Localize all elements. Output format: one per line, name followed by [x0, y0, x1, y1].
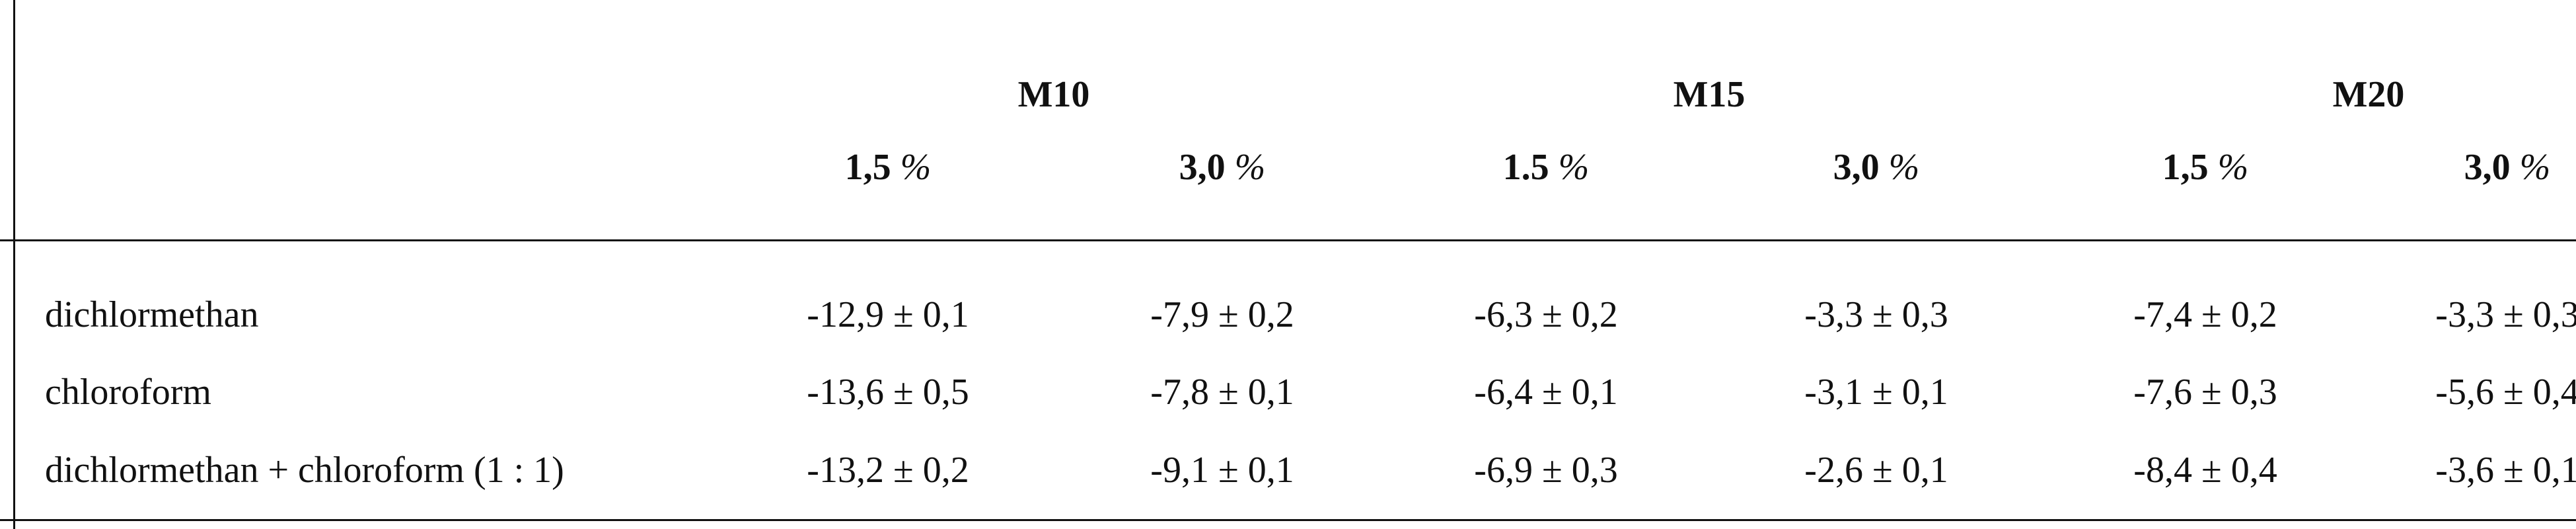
table-cell: -9,1 ± 0,1	[1150, 450, 1294, 491]
subheader-unit: %	[1888, 147, 1920, 188]
header-divider	[0, 239, 2576, 241]
subheader-value: 1,5	[2162, 147, 2209, 188]
subheader-value: 1.5	[1502, 147, 1549, 188]
subheader-m15-high: 3,0 %	[1833, 149, 1920, 186]
row-label-mixture: dichlormethan + chloroform (1 : 1)	[45, 450, 564, 491]
subheader-value: 3,0	[1833, 147, 1880, 188]
table-cell: -2,6 ± 0,1	[1804, 450, 1948, 491]
table-cell: -6,3 ± 0,2	[1474, 294, 1618, 335]
subheader-unit: %	[1234, 147, 1266, 188]
group-header-m10: M10	[1017, 74, 1090, 115]
table-cell: -3,3 ± 0,3	[1804, 294, 1948, 335]
subheader-unit: %	[1558, 147, 1590, 188]
table-cell: -5,6 ± 0,4	[2435, 372, 2576, 413]
table-cell: -13,6 ± 0,5	[807, 372, 969, 413]
subheader-unit: %	[2217, 147, 2249, 188]
subheader-value: 1,5	[844, 147, 891, 188]
subheader-m10-high: 3,0 %	[1179, 149, 1266, 186]
table-bottom-rule	[0, 519, 2576, 521]
group-header-m20: M20	[2332, 74, 2405, 115]
table-cell: -7,4 ± 0,2	[2133, 294, 2277, 335]
table-cell: -13,2 ± 0,2	[807, 450, 969, 491]
table-cell: -7,6 ± 0,3	[2133, 372, 2277, 413]
subheader-unit: %	[2519, 147, 2551, 188]
subheader-value: 3,0	[2464, 147, 2511, 188]
table-cell: -6,4 ± 0,1	[1474, 372, 1618, 413]
table-cell: -12,9 ± 0,1	[807, 294, 969, 335]
table-cell: -3,6 ± 0,1	[2435, 450, 2576, 491]
row-label-chloroform: chloroform	[45, 372, 211, 413]
table-cell: -3,1 ± 0,1	[1804, 372, 1948, 413]
group-header-m15: M15	[1673, 74, 1746, 115]
row-label-dichlormethan: dichlormethan	[45, 294, 259, 335]
table-cell: -8,4 ± 0,4	[2133, 450, 2277, 491]
subheader-m10-low: 1,5 %	[845, 149, 932, 186]
table-cell: -7,8 ± 0,1	[1150, 372, 1294, 413]
subheader-m20-low: 1,5 %	[2162, 149, 2249, 186]
table-left-border	[13, 0, 15, 529]
subheader-unit: %	[900, 147, 932, 188]
subheader-value: 3,0	[1179, 147, 1226, 188]
table-cell: -3,3 ± 0,3	[2435, 294, 2576, 335]
subheader-m15-low: 1.5 %	[1503, 149, 1590, 186]
table-cell: -6,9 ± 0,3	[1474, 450, 1618, 491]
subheader-m20-high: 3,0 %	[2464, 149, 2551, 186]
table-cell: -7,9 ± 0,2	[1150, 294, 1294, 335]
